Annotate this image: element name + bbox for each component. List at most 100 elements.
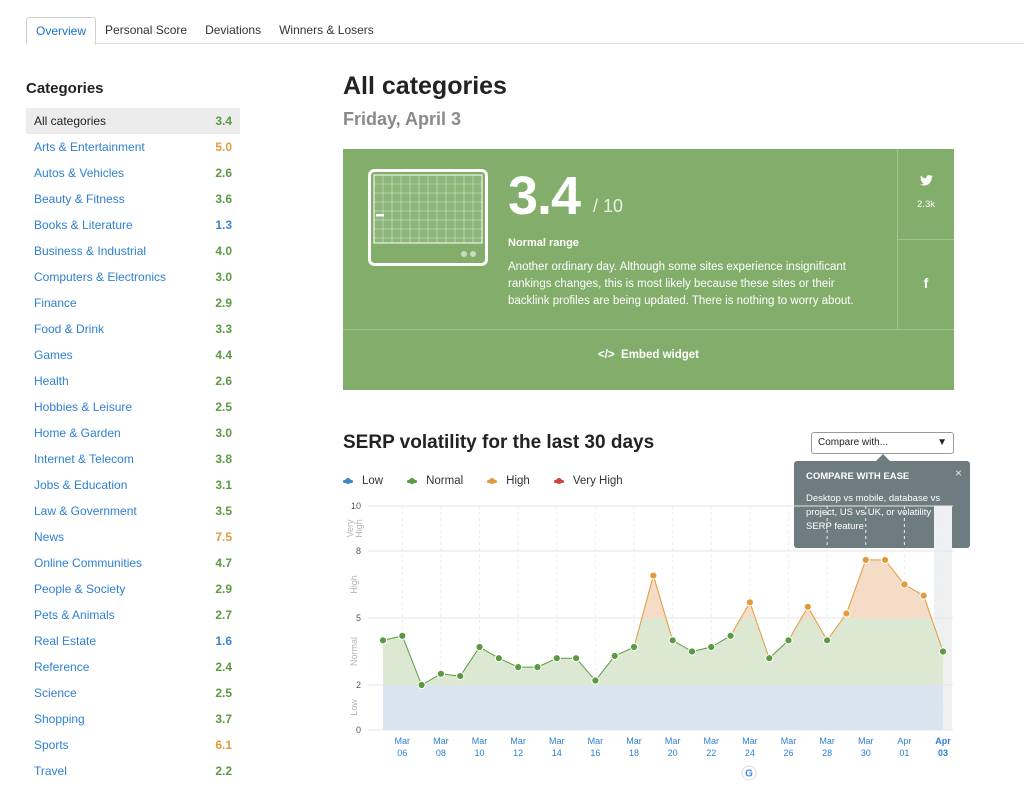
y-tick-label: 2 — [356, 680, 361, 690]
tab-deviations[interactable]: Deviations — [205, 23, 262, 37]
category-item[interactable]: Shopping 3.7 — [26, 706, 240, 732]
category-item[interactable]: News 7.5 — [26, 524, 240, 550]
category-label: Arts & Entertainment — [34, 140, 145, 154]
data-point — [687, 647, 697, 656]
x-tick-label: 18 — [629, 748, 639, 758]
data-point — [880, 555, 890, 565]
tab-winners-losers[interactable]: Winners & Losers — [279, 23, 374, 37]
band-label: Very — [345, 519, 355, 538]
data-point — [861, 555, 870, 565]
category-item[interactable]: Jobs & Education 3.1 — [26, 472, 240, 498]
category-item[interactable]: Games 4.4 — [26, 342, 240, 368]
category-score: 2.5 — [215, 686, 232, 700]
category-item[interactable]: Food & Drink 3.3 — [26, 316, 240, 342]
compare-with-label: Compare with... — [818, 437, 889, 448]
tab-personal-score[interactable]: Personal Score — [105, 23, 188, 37]
code-icon: </> — [598, 349, 615, 361]
series-line-segment — [652, 575, 674, 641]
y-tick-label: 0 — [356, 725, 361, 735]
category-item[interactable]: Science 2.5 — [26, 680, 240, 706]
close-icon[interactable]: × — [954, 466, 962, 480]
legend-marker — [407, 477, 418, 484]
category-item[interactable]: Business & Industrial 4.0 — [26, 238, 240, 264]
category-score: 3.0 — [215, 270, 232, 284]
band-label: High — [354, 519, 364, 538]
category-item[interactable]: Reference 2.4 — [26, 654, 240, 680]
x-tick-label: Apr — [897, 736, 911, 746]
category-item[interactable]: Finance 2.9 — [26, 290, 240, 316]
page-title: All categories — [343, 72, 507, 100]
series-line-segment — [923, 595, 944, 652]
category-item[interactable]: Real Estate 1.6 — [26, 628, 240, 654]
category-item[interactable]: Autos & Vehicles 2.6 — [26, 160, 240, 186]
legend-item[interactable]: Low — [343, 475, 383, 487]
twitter-share-button[interactable]: 2.3k — [898, 173, 954, 210]
data-point — [823, 636, 832, 645]
x-tick-label: Mar — [858, 736, 874, 746]
category-item[interactable]: Home & Garden 3.0 — [26, 420, 240, 446]
category-item[interactable]: Internet & Telecom 3.8 — [26, 446, 240, 472]
data-point — [591, 676, 600, 685]
band-label: High — [349, 575, 359, 594]
category-item[interactable]: Books & Literature 1.3 — [26, 212, 240, 238]
range-label: Normal range — [508, 237, 579, 249]
legend-label: High — [506, 475, 530, 487]
category-score: 2.7 — [215, 608, 232, 622]
series-line-segment — [401, 635, 423, 686]
category-item[interactable]: Beauty & Fitness 3.6 — [26, 186, 240, 212]
volatility-band-area — [383, 685, 943, 730]
score-max: / 10 — [593, 196, 624, 216]
x-tick-label: 08 — [436, 748, 446, 758]
category-item[interactable]: Online Communities 4.7 — [26, 550, 240, 576]
series-line-segment — [749, 602, 770, 659]
data-point — [475, 642, 484, 652]
category-item[interactable]: All categories 3.4 — [26, 108, 240, 134]
x-tick-label: 28 — [822, 748, 832, 758]
data-point — [572, 654, 581, 663]
x-tick-label: Apr — [935, 736, 951, 746]
categories-sidebar: Categories All categories 3.4 Arts & Enter… — [26, 80, 240, 784]
legend-label: Low — [362, 475, 384, 487]
category-score: 3.1 — [215, 478, 232, 492]
x-tick-label: Mar — [433, 736, 449, 746]
category-item[interactable]: People & Society 2.9 — [26, 576, 240, 602]
x-tick-label: Mar — [549, 736, 565, 746]
data-point — [398, 631, 407, 640]
score-panel: 3.4 / 10 Normal range Another ordinary d… — [343, 149, 954, 390]
embed-widget-button[interactable]: </> Embed widget — [343, 349, 954, 361]
page-date: Friday, April 3 — [343, 109, 462, 129]
category-score: 3.4 — [215, 114, 232, 128]
category-item[interactable]: Travel 2.2 — [26, 758, 240, 784]
x-tick-label: 06 — [397, 748, 407, 758]
x-tick-label: 14 — [552, 748, 562, 758]
facebook-share-button[interactable]: f — [898, 275, 954, 291]
category-score: 5.0 — [215, 140, 232, 154]
category-score: 3.0 — [215, 426, 232, 440]
category-score: 4.0 — [215, 244, 232, 258]
x-tick-label: 26 — [784, 748, 794, 758]
legend-item[interactable]: Very High — [553, 475, 623, 487]
legend-item[interactable]: Normal — [407, 475, 463, 487]
category-item[interactable]: Hobbies & Leisure 2.5 — [26, 394, 240, 420]
tab-overview[interactable]: Overview — [26, 17, 97, 45]
compare-with-select[interactable]: Compare with... ▼ — [811, 432, 954, 454]
category-score: 4.7 — [215, 556, 232, 570]
category-item[interactable]: Pets & Animals 2.7 — [26, 602, 240, 628]
data-point — [919, 591, 928, 600]
tab-bar: Overview Personal Score Deviations Winne… — [26, 17, 1024, 45]
data-point — [803, 602, 812, 611]
legend-label: Very High — [572, 475, 623, 487]
category-item[interactable]: Sports 6.1 — [26, 732, 240, 758]
category-label: Business & Industrial — [34, 244, 147, 258]
category-item[interactable]: Law & Government 3.5 — [26, 498, 240, 524]
category-item[interactable]: Arts & Entertainment 5.0 — [26, 134, 240, 160]
x-tick-label: Mar — [510, 736, 526, 746]
band-label: Low — [349, 699, 359, 716]
embed-widget-label: Embed widget — [621, 349, 699, 361]
category-item[interactable]: Health 2.6 — [26, 368, 240, 394]
series-line-segment — [884, 559, 905, 585]
legend-item[interactable]: High — [487, 475, 530, 487]
category-item[interactable]: Computers & Electronics 3.0 — [26, 264, 240, 290]
series-line-segment — [575, 657, 596, 681]
